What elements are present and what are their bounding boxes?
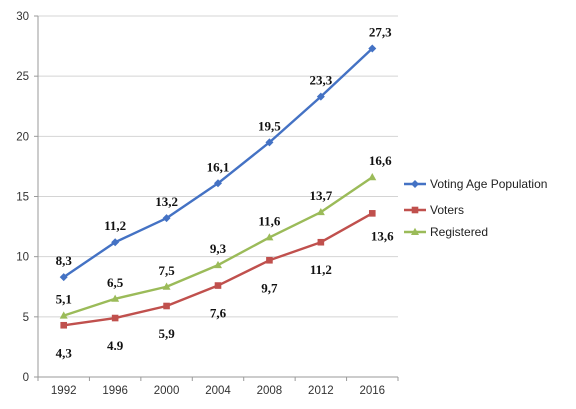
- data-point-voting-age-population: [59, 273, 68, 282]
- data-label-voters: 9,7: [261, 280, 278, 295]
- data-label-registered: 5,1: [56, 292, 72, 307]
- data-label-voting-age-population: 8,3: [56, 253, 73, 268]
- y-tick-label: 5: [23, 312, 29, 324]
- data-label-voting-age-population: 23,3: [309, 73, 332, 88]
- data-point-voting-age-population: [316, 92, 325, 101]
- y-tick-label: 10: [16, 252, 29, 264]
- legend-marker-voters: [411, 206, 419, 214]
- data-point-voters: [60, 321, 68, 329]
- data-point-registered: [111, 294, 120, 302]
- x-tick-label: 1996: [102, 385, 128, 397]
- y-tick-label: 30: [16, 11, 29, 23]
- y-tick-label: 0: [23, 372, 29, 384]
- data-labels: 8,3 11,2 13,2 16,1 19,5 23,3 27,3 4,3 4.9 5,9 7,6 9…: [56, 24, 395, 360]
- data-label-voting-age-population: 13,2: [155, 194, 178, 209]
- legend: Voting Age Population Voters Registered: [404, 177, 547, 239]
- y-axis-ticks: 0 5 10 15 20 25 30: [16, 11, 29, 384]
- x-tick-label: 2016: [359, 385, 385, 397]
- data-point-registered: [214, 260, 222, 269]
- data-point-voting-age-population: [111, 238, 120, 247]
- legend-marker-registered: [411, 227, 419, 235]
- x-tick-label: 2004: [205, 385, 231, 397]
- data-point-voters: [163, 302, 170, 310]
- x-tick-label: 2000: [154, 385, 180, 397]
- x-tick-label: 2008: [257, 385, 283, 397]
- x-axis-ticks: 1992 1996 2000 2004 2008 2012 2016: [51, 385, 385, 397]
- series-lines: [59, 44, 377, 329]
- data-point-voters: [317, 238, 325, 246]
- data-label-voting-age-population: 27,3: [369, 24, 392, 39]
- data-label-voters: 5,9: [158, 326, 175, 341]
- data-point-voters: [368, 210, 376, 217]
- data-label-voting-age-population: 16,1: [207, 159, 230, 174]
- x-tick-label: 2012: [308, 385, 334, 397]
- legend-label-voting-age-population: Voting Age Population: [430, 177, 547, 191]
- data-point-registered: [316, 207, 325, 216]
- data-point-voting-age-population: [368, 44, 377, 53]
- data-label-voting-age-population: 11,2: [104, 218, 126, 233]
- legend-marker-voting-age-population: [411, 180, 419, 188]
- data-label-voting-age-population: 19,5: [258, 118, 281, 133]
- data-point-voters: [214, 282, 222, 289]
- data-point-voting-age-population: [162, 214, 171, 223]
- y-tick-label: 15: [16, 192, 29, 204]
- legend-label-voters: Voters: [430, 203, 464, 217]
- data-label-registered: 9,3: [210, 241, 227, 256]
- data-label-registered: 6,5: [107, 275, 124, 290]
- data-label-voters: 13,6: [371, 228, 394, 243]
- data-label-registered: 11,6: [258, 213, 281, 228]
- data-label-registered: 16,6: [369, 153, 392, 168]
- data-point-voting-age-population: [265, 138, 274, 147]
- x-tick-label: 1992: [51, 385, 77, 397]
- data-label-voters: 4,3: [56, 345, 73, 360]
- data-label-voters: 7,6: [210, 306, 227, 321]
- data-point-registered: [265, 233, 274, 241]
- axes: [34, 15, 399, 381]
- data-point-registered: [368, 173, 377, 181]
- legend-label-registered: Registered: [430, 225, 488, 239]
- data-point-voting-age-population: [214, 179, 222, 188]
- gridlines: [38, 15, 398, 318]
- y-tick-label: 20: [16, 131, 29, 143]
- y-tick-label: 25: [16, 71, 29, 83]
- data-label-registered: 13,7: [309, 188, 332, 203]
- data-label-voters: 4.9: [107, 338, 124, 353]
- data-point-voters: [266, 256, 273, 264]
- data-label-registered: 7,5: [158, 263, 175, 278]
- data-label-voters: 11,2: [310, 262, 332, 277]
- data-point-registered: [162, 282, 171, 290]
- data-point-registered: [59, 311, 68, 319]
- data-point-voters: [111, 314, 119, 322]
